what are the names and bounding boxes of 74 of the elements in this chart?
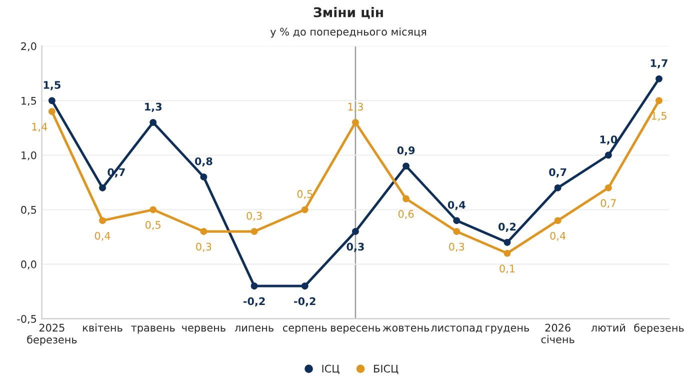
point	[99, 184, 106, 192]
data-label: 1,3	[145, 102, 162, 112]
point	[352, 228, 359, 235]
point	[352, 118, 359, 126]
data-label: 0,3	[346, 242, 364, 252]
data-label: 1,3	[348, 102, 363, 112]
point	[250, 282, 258, 290]
point	[604, 184, 612, 192]
y-tick-label: 2,0	[21, 42, 36, 52]
data-label: 1,5	[44, 81, 60, 90]
data-label: 0,5	[146, 220, 160, 230]
point	[453, 217, 460, 224]
y-tick-label: 1,5	[22, 96, 36, 106]
x-tick-label: грудень	[486, 326, 530, 334]
data-label: 0,8	[194, 157, 212, 167]
data-label: 0,3	[196, 242, 212, 252]
x-tick-label: березень	[634, 324, 684, 334]
point	[200, 228, 208, 235]
data-label: 1,5	[652, 112, 666, 121]
point	[604, 152, 612, 159]
x-tick-label: 2025 березень	[27, 324, 77, 346]
data-label: 0,6	[398, 210, 414, 219]
x-tick-label: серпень	[282, 326, 327, 334]
data-label: 1,4	[32, 122, 48, 132]
x-tick-label: вересень	[331, 326, 380, 334]
data-label: 0,4	[448, 200, 466, 210]
point	[402, 162, 410, 170]
x-tick-label: липень	[234, 326, 274, 332]
x-tick-label: лютий	[591, 324, 625, 332]
x-tick-label: 2026 січень	[541, 324, 574, 344]
data-label: 0,4	[94, 232, 110, 241]
x-tick-label: квітень	[83, 324, 122, 332]
data-label: 0,3	[449, 242, 464, 252]
chart-title: Зміни цін	[314, 7, 383, 19]
point	[48, 97, 56, 104]
y-tick-label: 0,5	[21, 206, 36, 215]
data-label: -0,2	[243, 297, 265, 307]
point	[656, 97, 662, 104]
point	[301, 282, 308, 290]
point	[554, 184, 562, 192]
x-tick-label: листопад	[431, 326, 482, 333]
data-label: 0,1	[500, 264, 515, 274]
point	[150, 206, 157, 214]
point	[150, 118, 157, 126]
point	[48, 108, 56, 115]
point	[301, 206, 308, 214]
data-label: 0,4	[550, 232, 566, 241]
data-label: 0,7	[549, 168, 566, 178]
point	[554, 217, 562, 224]
chart-subtitle: у % до попереднього місяця	[270, 28, 426, 38]
point	[453, 228, 460, 235]
data-label: 0,7	[600, 199, 616, 208]
legend-label: БІСЦ	[374, 364, 398, 374]
x-tick-label: травень	[131, 326, 175, 334]
point	[99, 217, 106, 224]
point	[200, 173, 208, 180]
data-label: 0,5	[297, 190, 312, 199]
data-label: 1,7	[650, 59, 668, 68]
point	[504, 238, 511, 246]
data-label: 0,9	[397, 146, 415, 156]
data-label: -0,2	[294, 297, 316, 307]
data-label: 0,3	[246, 212, 262, 221]
point	[250, 228, 258, 235]
data-label: 1,0	[600, 136, 618, 145]
point	[504, 250, 511, 257]
point	[402, 195, 410, 202]
x-tick-label: жовтень	[382, 326, 430, 332]
y-tick-label: 0,0	[21, 260, 36, 270]
y-tick-label: 1,0	[22, 151, 36, 160]
x-tick-label: червень	[182, 326, 226, 334]
point	[656, 75, 662, 82]
y-tick-label: -0,5	[17, 314, 36, 324]
data-label: 0,2	[498, 222, 516, 232]
legend-label: ІСЦ	[322, 364, 340, 374]
